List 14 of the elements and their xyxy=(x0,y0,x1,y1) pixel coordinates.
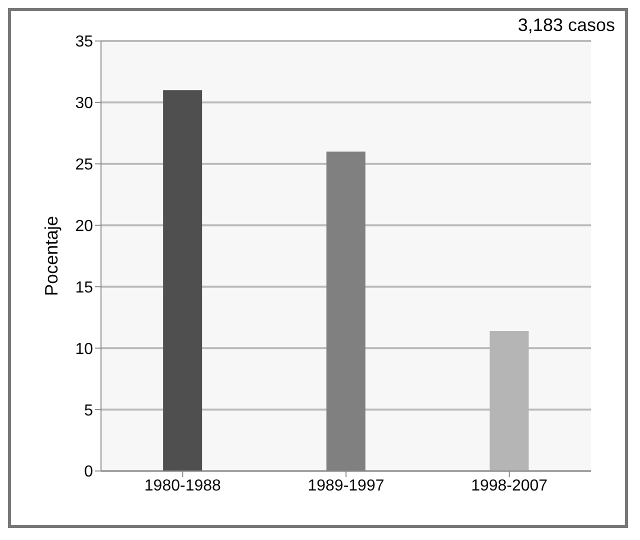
x-tick-label: 1980-1988 xyxy=(144,477,222,494)
x-tick-label: 1989-1997 xyxy=(308,477,384,494)
y-tick-label: 20 xyxy=(75,218,94,235)
y-tick-label: 25 xyxy=(75,156,94,174)
y-axis-title: Pocentaje xyxy=(41,216,62,296)
y-tick-label: 35 xyxy=(75,34,94,51)
bar xyxy=(163,90,202,471)
y-tick-label: 15 xyxy=(75,279,94,296)
y-tick-label: 0 xyxy=(84,464,94,481)
y-tick-label: 10 xyxy=(75,340,94,358)
text: 3,183 casos xyxy=(518,15,615,36)
x-tick-label: 1998-2007 xyxy=(471,477,548,494)
y-tick-label: 5 xyxy=(84,402,94,420)
y-tick-label: 30 xyxy=(75,95,94,112)
